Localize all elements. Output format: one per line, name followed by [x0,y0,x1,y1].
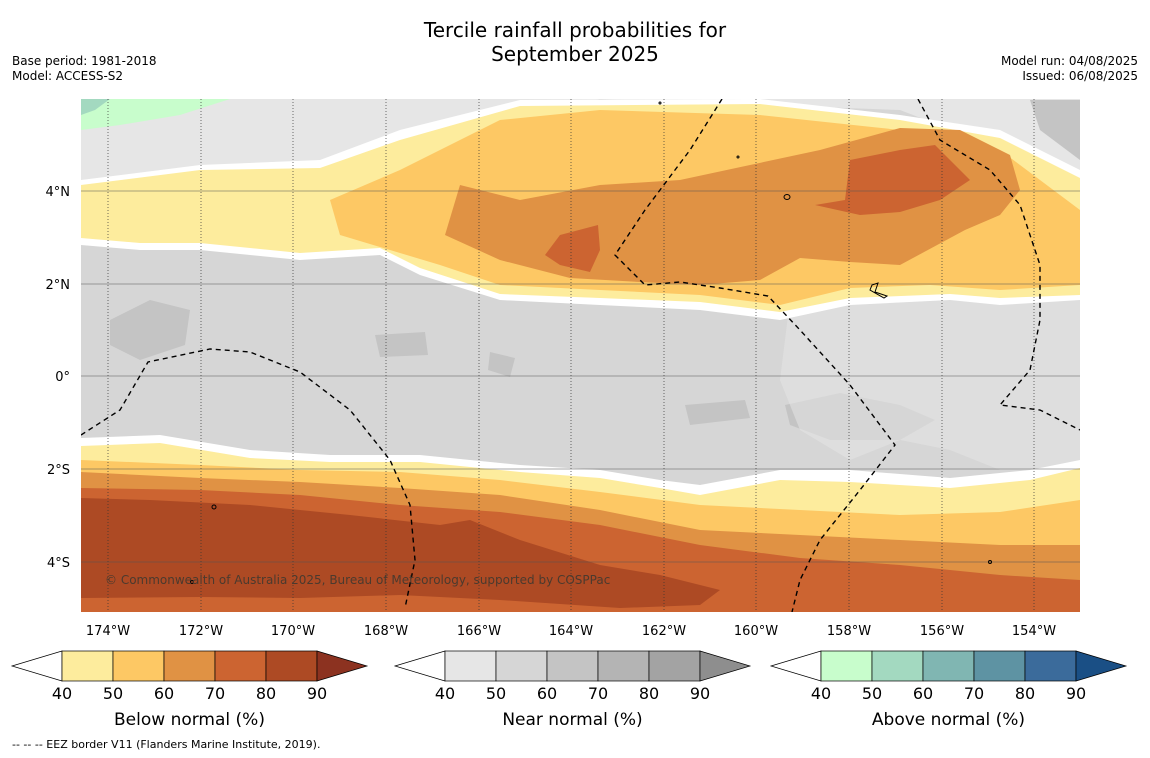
above-normal-50-corner [81,99,110,115]
model-name: Model: ACCESS-S2 [12,69,124,83]
colorbar-1: 40 50 60 70 80 90 Below normal (%) [10,650,369,730]
colorbar-segment [112,650,165,682]
near-normal-60-patch-b [375,332,428,357]
lon-label: 164°W [549,624,593,639]
colorbar-tick-label: 60 [154,684,174,703]
lon-label: 162°W [642,624,686,639]
colorbar-3: 40 50 60 70 80 90 Above normal (%) [769,650,1128,730]
colorbar-tick-label: 80 [256,684,276,703]
colorbar-high-extend [699,650,752,682]
colorbar-segment [922,650,975,682]
below-normal-70-patch-a [545,225,600,272]
colorbar-tick-label: 50 [486,684,506,703]
colorbar-tick-label: 90 [307,684,327,703]
below-normal-70-patch-b [815,145,970,215]
near-normal-60-patch-f [1030,100,1080,160]
colorbar-tick-label: 60 [913,684,933,703]
colorbar-low-extend [393,650,446,682]
lat-label: 0° [55,370,70,385]
near-normal-60-patch-d [685,400,750,425]
colorbar-segment [973,650,1026,682]
near-normal-60-patch-c [488,352,515,377]
colorbar-label: Above normal (%) [872,710,1025,730]
colorbar-tick-label: 70 [964,684,984,703]
eez-footnote: -- -- -- EEZ border V11 (Flanders Marine… [12,738,321,751]
colorbar-segment [495,650,548,682]
colorbar-segment [214,650,267,682]
lon-label: 168°W [364,624,408,639]
title-line-1: Tercile rainfall probabilities for [423,18,727,42]
colorbar-tick-label: 40 [435,684,455,703]
copyright-notice: © Commonwealth of Australia 2025, Bureau… [105,573,610,587]
colorbar-high-extend [1075,650,1128,682]
lon-label: 154°W [1012,624,1056,639]
meta-left: Base period: 1981-2018 Model: ACCESS-S2 [12,54,157,84]
lat-label: 4°N [46,185,71,200]
near-normal-50-east [780,290,1080,470]
near-normal-50-north [81,99,1080,240]
colorbar-2: 40 50 60 70 80 90 Near normal (%) [393,650,752,730]
lon-label: 174°W [86,624,130,639]
colorbar-tick-label: 40 [52,684,72,703]
colorbar-tick-label: 90 [690,684,710,703]
colorbar-tick-label: 80 [1015,684,1035,703]
colorbar-label: Near normal (%) [502,710,642,730]
colorbar-label: Below normal (%) [114,710,265,730]
meta-right: Model run: 04/08/2025 Issued: 06/08/2025 [1001,54,1138,84]
colorbar-low-extend [10,650,63,682]
near-normal-60-patch-a [110,300,190,360]
above-normal-40-corner [81,99,230,130]
lon-label: 158°W [827,624,871,639]
colorbar-tick-label: 60 [537,684,557,703]
map-title: Tercile rainfall probabilities for Septe… [0,18,1150,66]
colorbar-segment [871,650,924,682]
colorbar-segment [546,650,599,682]
colorbar-high-extend [316,650,369,682]
colorbar-segment [163,650,216,682]
colorbar-tick-label: 70 [588,684,608,703]
base-period: Base period: 1981-2018 [12,54,157,68]
eez-borders [81,99,1080,612]
colorbar-tick-label: 50 [103,684,123,703]
colorbar-segment [1024,650,1077,682]
lon-label: 166°W [457,624,501,639]
parallel-gridlines [81,190,1080,563]
colorbar-segment [820,650,873,682]
lon-label: 170°W [271,624,315,639]
issued-date: Issued: 06/08/2025 [1022,69,1138,83]
colorbar-tick-label: 80 [639,684,659,703]
latitude-labels: 4°N 2°N 0° 2°S 4°S [46,185,71,571]
lat-label: 2°S [47,463,70,478]
lon-label: 156°W [920,624,964,639]
colorbar-low-extend [769,650,822,682]
probability-field [81,99,1080,612]
below-normal-80-south [81,498,720,608]
islands [190,101,992,584]
colorbar-segment [61,650,114,682]
lat-label: 2°N [46,278,71,293]
lat-label: 4°S [47,556,70,571]
colorbar-tick-label: 40 [811,684,831,703]
colorbar-segment [444,650,497,682]
colorbar-segment [597,650,650,682]
title-line-2: September 2025 [491,42,659,66]
lon-label: 172°W [179,624,223,639]
longitude-labels: 174°W 172°W 170°W 168°W 166°W 164°W 162°… [86,624,1056,639]
model-run: Model run: 04/08/2025 [1000,54,1138,68]
colorbars: 40 50 60 70 80 90 Below normal (%) 40 50 60 70 80 90… [10,650,1128,730]
colorbar-segment [265,650,318,682]
colorbar-tick-label: 50 [862,684,882,703]
colorbar-tick-label: 90 [1066,684,1086,703]
colorbar-tick-label: 70 [205,684,225,703]
lon-label: 160°W [734,624,778,639]
colorbar-segment [648,650,701,682]
